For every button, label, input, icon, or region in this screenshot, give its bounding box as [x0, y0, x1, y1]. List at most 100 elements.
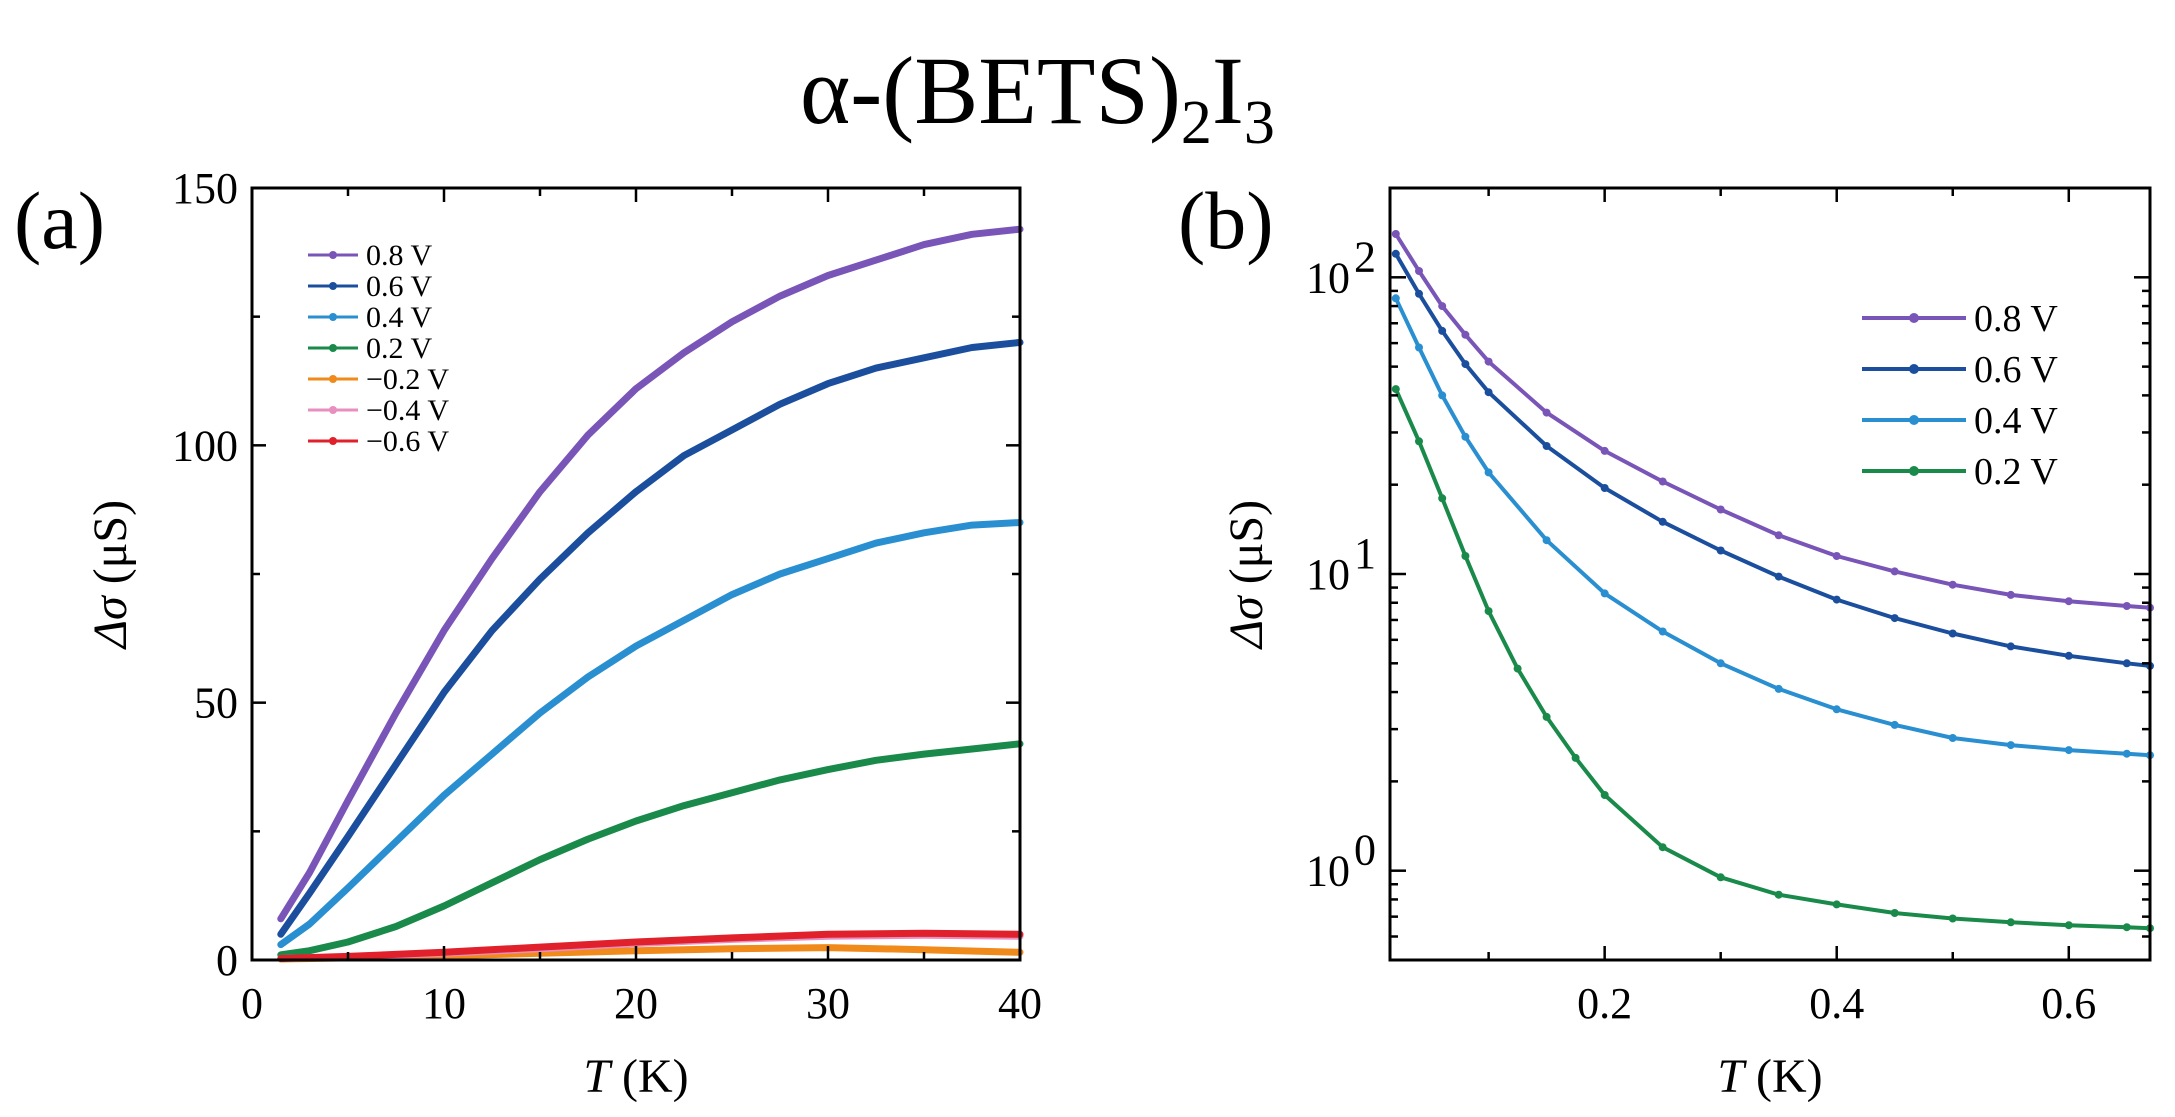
b-ytick-label: 10 — [1306, 253, 1350, 302]
point-b-0-4-V — [1542, 536, 1551, 545]
panel-a-legend: 0.8 V0.6 V0.4 V0.2 V−0.2 V−0.4 V−0.6 V — [308, 239, 449, 458]
a-legend-label-0-6-V: 0.6 V — [366, 270, 432, 303]
series-a-0-4-V — [277, 519, 1024, 949]
b-ytick-label: 10 — [1306, 847, 1350, 896]
point-b-0-2-V — [1890, 909, 1899, 917]
panel-a-label: (a) — [14, 175, 105, 266]
panel-b-ylabel: Δσ (μS) — [1220, 500, 1273, 650]
point-b-0-6-V — [1716, 546, 1725, 555]
a-legend-marker-0-8-V — [329, 251, 337, 259]
a-ytick-label: 100 — [172, 421, 238, 470]
point-b-0-4-V — [1600, 589, 1609, 598]
point-b-0-6-V — [1890, 614, 1899, 623]
point-b-0-2-V — [1513, 664, 1522, 673]
panel-a-ylabel: Δσ (μS) — [84, 500, 137, 650]
title-sub1: 2 — [1181, 89, 1212, 157]
point-b-0-8-V — [2006, 590, 2015, 599]
a-legend-marker-0-6-V — [329, 282, 337, 290]
point-b-0-6-V — [1438, 326, 1447, 335]
b-xtick-label: 0.4 — [1809, 979, 1864, 1028]
a-xtick-label: 0 — [241, 979, 263, 1028]
a-xtick-label: 40 — [998, 979, 1042, 1028]
series-a-neg0-6-V — [277, 929, 1024, 962]
figure-title: α-(BETS)2I3 — [800, 37, 1275, 157]
point-b-0-4-V — [1716, 659, 1725, 668]
b-legend-marker-0-6-V — [1909, 364, 1919, 374]
point-b-0-2-V — [1571, 753, 1580, 762]
series-a-0-6-V — [277, 338, 1024, 938]
point-b-0-2-V — [1391, 385, 1400, 394]
a-legend-label-neg0-2-V: −0.2 V — [366, 363, 449, 396]
point-b-0-6-V — [1948, 629, 1957, 638]
title-mid: I — [1212, 37, 1244, 144]
panel-a-ylabel-var: Δσ — [84, 594, 137, 650]
point-b-0-8-V — [1438, 302, 1447, 311]
point-b-0-4-V — [1391, 294, 1400, 303]
point-b-0-6-V — [2122, 659, 2131, 668]
a-legend-marker-neg0-2-V — [329, 375, 337, 383]
b-ytick-label: 10 — [1306, 550, 1350, 599]
b-legend-marker-0-4-V — [1909, 415, 1919, 425]
a-legend-label-0-8-V: 0.8 V — [366, 239, 432, 272]
panel-b-xlabel: T (K) — [1717, 1050, 1822, 1103]
point-b-0-8-V — [1832, 552, 1841, 560]
point-b-0-6-V — [2064, 651, 2073, 660]
panel-a-ticks: 0 10 20 30 40 0 50 100 150 — [172, 164, 1042, 1028]
point-b-0-6-V — [2006, 642, 2015, 651]
point-b-0-6-V — [1832, 595, 1841, 604]
a-xtick-label: 10 — [422, 979, 466, 1028]
point-b-0-2-V — [1461, 552, 1470, 560]
b-xtick-label: 0.6 — [2041, 979, 2096, 1028]
a-ytick-label: 0 — [216, 936, 238, 985]
series-a-0-2-V — [277, 740, 1024, 959]
point-b-0-2-V — [1600, 791, 1609, 799]
b-ytick-exponent: 0 — [1354, 826, 1376, 875]
point-b-0-2-V — [1415, 437, 1423, 446]
point-b-0-2-V — [2064, 921, 2073, 930]
panel-a: (a) 0 10 20 30 40 0 50 100 150 0.8 V0.6 V0.4 V0.… — [14, 164, 1042, 1103]
panel-a-ylabel-unit: (μS) — [84, 500, 137, 596]
a-ytick-label: 50 — [194, 679, 238, 728]
a-legend-label-neg0-4-V: −0.4 V — [366, 394, 449, 427]
b-xtick-label: 0.2 — [1577, 979, 1632, 1028]
point-b-0-8-V — [2064, 597, 2073, 606]
title-sub2: 3 — [1244, 89, 1275, 157]
point-b-0-4-V — [2122, 749, 2131, 758]
point-b-0-8-V — [1461, 330, 1470, 339]
point-b-0-2-V — [1774, 890, 1783, 899]
point-b-0-6-V — [1542, 442, 1551, 450]
point-b-0-4-V — [1438, 391, 1447, 400]
point-b-0-8-V — [1890, 567, 1899, 576]
a-legend-marker-neg0-4-V — [329, 406, 337, 414]
a-legend-label-0-2-V: 0.2 V — [366, 332, 432, 365]
point-b-0-8-V — [1774, 531, 1783, 540]
point-b-0-4-V — [1832, 705, 1841, 714]
point-b-0-8-V — [1415, 267, 1423, 275]
b-legend-marker-0-8-V — [1909, 313, 1919, 323]
point-b-0-4-V — [1658, 627, 1667, 636]
point-b-0-8-V — [1948, 580, 1957, 589]
b-legend-marker-0-2-V — [1909, 466, 1919, 476]
point-b-0-8-V — [1484, 357, 1493, 366]
point-b-0-2-V — [1658, 843, 1667, 852]
b-legend-label-0-4-V: 0.4 V — [1974, 400, 2058, 442]
point-b-0-6-V — [1391, 249, 1400, 258]
point-b-0-6-V — [1600, 484, 1609, 492]
point-b-0-4-V — [1415, 343, 1423, 352]
point-b-0-6-V — [1484, 388, 1493, 397]
a-legend-marker-0-4-V — [329, 313, 337, 321]
point-b-0-4-V — [2064, 746, 2073, 755]
point-b-0-6-V — [1415, 289, 1423, 298]
a-legend-marker-0-2-V — [329, 344, 337, 352]
a-xtick-label: 30 — [806, 979, 850, 1028]
b-legend-label-0-2-V: 0.2 V — [1974, 451, 2058, 493]
point-b-0-8-V — [1542, 408, 1551, 417]
point-b-0-8-V — [1600, 446, 1609, 455]
point-b-0-2-V — [2006, 918, 2015, 927]
point-b-0-2-V — [1542, 712, 1551, 721]
a-xtick-label: 20 — [614, 979, 658, 1028]
panel-b-ylabel-var: Δσ — [1220, 594, 1273, 650]
point-b-0-2-V — [1948, 914, 1957, 923]
panel-b-ylabel-unit: (μS) — [1220, 500, 1273, 596]
